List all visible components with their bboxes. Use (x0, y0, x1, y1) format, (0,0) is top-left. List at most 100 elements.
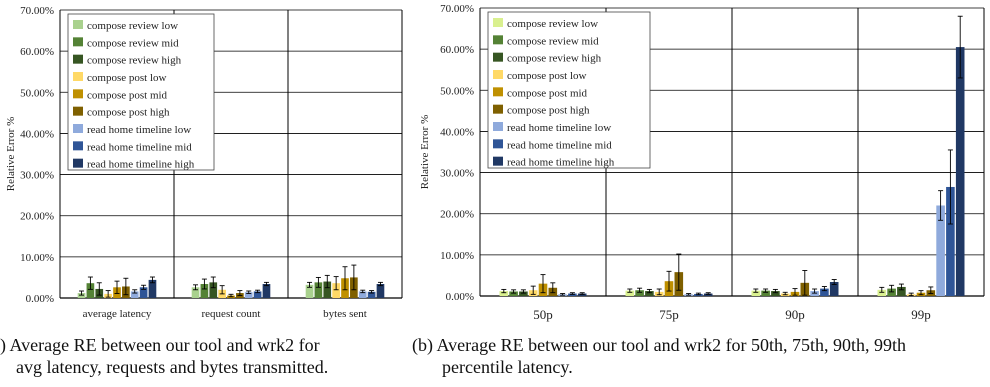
legend-swatch (73, 54, 83, 64)
y-tick-label: 40.00% (440, 126, 474, 138)
bar (314, 282, 323, 298)
y-tick-label: 50.00% (20, 87, 54, 99)
legend-entry: compose post low (507, 70, 586, 82)
y-tick-label: 0.00% (26, 293, 54, 305)
legend-entry: read home timeline high (87, 159, 195, 171)
legend-swatch (493, 104, 503, 114)
y-tick-label: 10.00% (440, 250, 474, 262)
caption-right: (b) Average RE between our tool and wrk2… (412, 334, 990, 378)
bar (323, 281, 332, 298)
legend-entry: read home timeline mid (87, 141, 192, 153)
bar (897, 286, 906, 296)
bar (305, 284, 314, 298)
legend-entry: compose post mid (507, 87, 588, 99)
bar (244, 292, 253, 298)
legend-swatch (493, 87, 503, 97)
y-tick-label: 60.00% (440, 44, 474, 56)
bar (625, 290, 635, 296)
bar (209, 282, 218, 298)
legend-swatch (493, 122, 503, 131)
bar (519, 291, 528, 296)
bar (130, 291, 139, 298)
bar (761, 290, 770, 296)
legend-swatch (493, 35, 503, 45)
legend-entry: read home timeline mid (507, 139, 612, 151)
legend-entry: read home timeline low (507, 122, 611, 134)
bar (771, 291, 780, 296)
legend-box (67, 13, 215, 171)
legend-box (487, 11, 651, 169)
legend-entry: compose review low (87, 20, 178, 32)
bar (86, 283, 95, 298)
chart-2: 0.00% 10.00% 20.00% 30.00% 40.00% 50.00% 60.00… (419, 3, 985, 322)
bar (200, 284, 209, 298)
bar (332, 283, 340, 298)
bar (635, 290, 644, 296)
y-tick-label: 60.00% (20, 46, 54, 58)
category-label: 75p (659, 307, 679, 322)
bar (191, 287, 200, 298)
caption-right-line-1: (b) Average RE between our tool and wrk2… (412, 335, 907, 355)
legend-entry: compose review high (87, 55, 182, 67)
y-axis-label: Relative Error % (419, 115, 431, 190)
y-tick-label: 30.00% (440, 168, 474, 180)
legend-entry: compose review high (507, 53, 602, 65)
bar (829, 282, 839, 296)
y-tick-label: 0.00% (446, 291, 474, 303)
legend-entry: compose post low (87, 72, 166, 84)
legend-entry: compose post high (507, 105, 590, 117)
caption-left-line-2: avg latency, requests and bytes transmit… (16, 357, 329, 377)
y-axis-label: Relative Error % (5, 117, 17, 192)
legend-swatch (493, 52, 503, 62)
y-tick-label: 20.00% (20, 211, 54, 223)
legend-swatch (493, 70, 503, 79)
legend-swatch (73, 141, 83, 151)
caption-left-line-1: ) Average RE between our tool and wrk2 f… (0, 335, 320, 355)
legend-entry: compose review mid (507, 35, 599, 47)
bar (376, 284, 385, 298)
caption-left: ) Average RE between our tool and wrk2 f… (0, 334, 400, 378)
category-label: 90p (785, 307, 805, 322)
caption-right-line-2: percentile latency. (442, 357, 573, 377)
legend-swatch (493, 139, 503, 149)
bar (751, 290, 761, 296)
bar (946, 186, 955, 296)
legend-swatch (73, 89, 83, 99)
bar (955, 47, 965, 297)
y-tick-label: 70.00% (20, 5, 54, 17)
y-tick-label: 10.00% (20, 252, 54, 264)
bar (262, 284, 271, 298)
bar (936, 205, 945, 296)
y-tick-label: 30.00% (20, 170, 54, 182)
y-tick-label: 50.00% (440, 85, 474, 97)
legend-swatch (73, 20, 83, 29)
y-tick-label: 70.00% (440, 3, 474, 15)
legend-entry: compose post high (87, 107, 170, 119)
legend-entry: read home timeline low (87, 124, 191, 136)
bar (645, 291, 654, 296)
bar (139, 287, 148, 298)
bar (509, 291, 518, 296)
bar (367, 291, 376, 298)
bar (820, 288, 829, 296)
y-tick-label: 40.00% (20, 128, 54, 140)
bar (253, 291, 262, 298)
legend-swatch (73, 72, 83, 81)
legend-swatch (73, 106, 83, 116)
legend-swatch (493, 18, 503, 27)
bar (148, 279, 157, 298)
category-label: request count (202, 308, 261, 320)
legend-entry: read home timeline high (507, 157, 615, 169)
legend-swatch (73, 37, 83, 47)
y-tick-label: 20.00% (440, 209, 474, 221)
chart-1: 0.00% 10.00% 20.00% 30.00% 40.00% 50.00% 60.00… (5, 5, 403, 320)
legend-entry: compose post mid (87, 89, 168, 101)
legend-swatch (493, 156, 503, 166)
legend-swatch (73, 124, 83, 133)
category-label: 50p (533, 307, 553, 322)
legend-entry: compose review low (507, 18, 598, 30)
bar (877, 289, 887, 296)
legend-entry: compose review mid (87, 37, 179, 49)
category-label: bytes sent (323, 308, 367, 320)
